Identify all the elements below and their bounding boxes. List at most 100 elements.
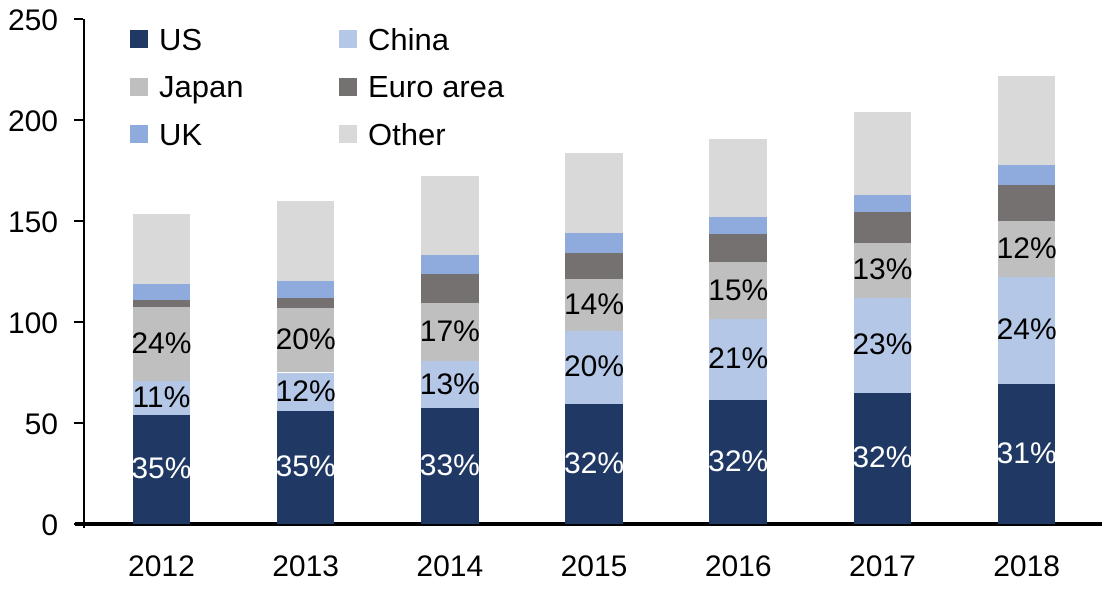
bar-label-us: 35% <box>275 450 336 484</box>
bar-label-japan: 17% <box>419 315 480 349</box>
x-axis-tick-label: 2015 <box>560 550 628 583</box>
y-axis-tick-label: 200 <box>7 105 58 138</box>
legend-item-us: US <box>130 22 202 56</box>
legend-item-uk: UK <box>130 117 202 151</box>
bar-segment-euro-area <box>565 253 623 279</box>
bar-label-china: 11% <box>132 380 191 414</box>
bar-segment-us <box>709 399 767 524</box>
bar-label-china: 13% <box>419 367 480 401</box>
y-axis-tick-label: 50 <box>24 408 58 441</box>
legend-swatch-uk <box>130 125 148 143</box>
bar-segment-euro-area <box>853 211 912 244</box>
y-axis-tick-label: 100 <box>7 307 58 340</box>
bar-segment-uk <box>421 255 479 274</box>
legend-item-japan: Japan <box>130 70 243 104</box>
bar-label-japan: 20% <box>275 323 336 357</box>
bar-segment-japan <box>565 278 623 332</box>
bar-segment-other <box>709 139 767 217</box>
bar-segment-japan <box>709 262 767 319</box>
bar-segment-japan <box>276 307 335 373</box>
bar-label-us: 35% <box>131 452 192 486</box>
legend-label-euro-area: Euro area <box>368 69 505 104</box>
legend-swatch-japan <box>130 77 148 96</box>
bar-segment-euro-area <box>276 297 335 308</box>
bar-segment-japan <box>853 243 912 298</box>
bar-segment-uk <box>709 216 767 235</box>
y-axis-line <box>83 19 85 528</box>
x-axis-tick-label: 2016 <box>704 550 772 583</box>
bar-segment-euro-area <box>997 184 1056 221</box>
bar-segment-uk <box>565 233 623 254</box>
bar-segment-euro-area <box>132 299 191 307</box>
bar-segment-us <box>997 383 1056 524</box>
legend-swatch-china <box>339 30 357 48</box>
bar-segment-euro-area <box>421 273 479 303</box>
bar-segment-uk <box>132 283 191 300</box>
legend-item-china: China <box>339 22 449 56</box>
y-axis-tick <box>74 220 83 222</box>
legend-label-china: China <box>368 21 449 57</box>
legend-swatch-other <box>339 125 357 143</box>
y-axis-tick <box>74 422 83 424</box>
bar-segment-other <box>997 75 1056 166</box>
y-axis-tick-label: 250 <box>7 4 58 37</box>
bar-segment-china <box>276 372 335 411</box>
bar-label-china: 21% <box>708 342 769 376</box>
bar-segment-china <box>421 361 479 408</box>
bar-segment-other <box>132 213 191 284</box>
legend-swatch-euro-area <box>339 77 357 96</box>
x-axis-tick-label: 2018 <box>993 550 1060 583</box>
bar-label-japan: 14% <box>563 287 625 321</box>
bar-segment-us <box>565 403 623 524</box>
bar-segment-japan <box>997 221 1056 277</box>
bar-label-china: 24% <box>996 313 1057 347</box>
bar-label-japan: 15% <box>708 273 769 307</box>
x-axis-tick-label: 2012 <box>128 550 195 583</box>
bar-segment-us <box>276 410 335 524</box>
bar-label-china: 23% <box>852 328 913 362</box>
bar-segment-china <box>997 276 1056 384</box>
bar-segment-china <box>565 331 623 404</box>
x-axis-tick-label: 2017 <box>849 550 916 583</box>
legend-label-uk: UK <box>159 116 203 152</box>
bar-segment-us <box>132 414 191 524</box>
bar-segment-china <box>709 318 767 400</box>
x-axis-tick-label: 2013 <box>272 550 339 583</box>
bar-segment-other <box>421 175 479 256</box>
bar-label-us: 33% <box>419 448 480 482</box>
bar-label-japan: 24% <box>131 326 192 360</box>
legend-item-euro-area: Euro area <box>339 70 504 104</box>
bar-segment-uk <box>276 280 335 298</box>
legend-label-japan: Japan <box>159 69 244 104</box>
bar-segment-other <box>853 111 912 195</box>
bar-label-china: 20% <box>563 350 625 384</box>
bar-segment-other <box>565 153 623 234</box>
bar-label-us: 31% <box>996 436 1057 470</box>
bar-segment-china <box>132 380 191 415</box>
bar-label-us: 32% <box>708 444 769 478</box>
legend-swatch-us <box>130 30 148 48</box>
bar-segment-other <box>276 200 335 281</box>
y-axis-tick <box>74 321 83 323</box>
x-axis-tick-label: 2014 <box>416 550 484 583</box>
bar-segment-euro-area <box>709 234 767 263</box>
bar-segment-us <box>421 407 479 524</box>
legend-item-other: Other <box>339 117 446 151</box>
bar-label-china: 12% <box>275 374 336 408</box>
legend-label-us: US <box>159 21 203 57</box>
legend-label-other: Other <box>368 116 446 152</box>
bar-label-japan: 13% <box>852 253 913 287</box>
y-axis-tick-label: 0 <box>41 509 58 542</box>
bar-segment-china <box>853 297 912 393</box>
bar-segment-uk <box>853 194 912 212</box>
bar-segment-japan <box>421 302 479 362</box>
bar-label-us: 32% <box>563 446 625 480</box>
y-axis-tick <box>74 18 83 20</box>
bar-segment-japan <box>132 306 191 381</box>
y-axis-tick <box>74 119 83 121</box>
bar-segment-us <box>853 392 912 524</box>
bar-label-us: 32% <box>852 441 913 475</box>
bar-segment-uk <box>997 165 1056 185</box>
y-axis-tick-label: 150 <box>7 206 58 239</box>
